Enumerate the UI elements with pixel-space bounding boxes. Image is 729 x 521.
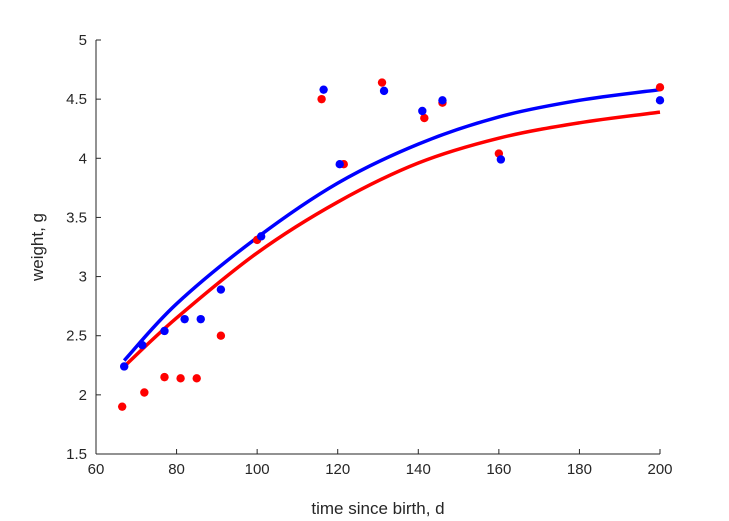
- x-tick-label: 160: [486, 461, 511, 478]
- fit-curve-series-1: [123, 110, 661, 368]
- data-point-series-2: [160, 326, 169, 336]
- y-tick-label: 2: [79, 387, 87, 404]
- data-point-series-1: [192, 374, 201, 383]
- data-point-series-1: [317, 94, 326, 104]
- y-tick-label: 4.5: [66, 91, 87, 108]
- data-point-series-2: [438, 96, 447, 105]
- y-axis-title: weight, g: [28, 213, 47, 282]
- y-tick-label: 3.5: [66, 209, 87, 226]
- y-axis-ticks: 1.5 2 2.5 3 3.5 4 4.5 5: [66, 32, 101, 463]
- fit-curve-series-2: [122, 87, 661, 362]
- data-point-series-2: [120, 362, 129, 371]
- data-point-series-2: [138, 340, 147, 350]
- data-point-series-2: [319, 85, 328, 94]
- data-point-series-1: [176, 374, 185, 383]
- y-tick-label: 2.5: [66, 328, 87, 345]
- y-tick-label: 4: [79, 150, 87, 167]
- data-point-series-2: [418, 106, 427, 116]
- data-point-series-2: [256, 232, 266, 241]
- data-point-series-1: [216, 331, 226, 340]
- data-point-series-2: [379, 86, 389, 96]
- data-point-series-1: [420, 113, 429, 123]
- y-tick-label: 1.5: [66, 446, 87, 463]
- x-tick-label: 100: [245, 461, 270, 478]
- x-axis-ticks: 60 80 100 120 140 160 180 200: [88, 449, 673, 478]
- data-point-series-2: [196, 314, 205, 324]
- data-point-series-1: [140, 388, 149, 397]
- data-point-series-2: [216, 285, 226, 294]
- y-tick-label: 3: [79, 269, 87, 286]
- data-point-series-1: [117, 402, 127, 411]
- x-tick-label: 200: [647, 461, 672, 478]
- data-point-series-1: [377, 78, 387, 87]
- data-point-series-2: [335, 160, 344, 169]
- x-tick-label: 180: [567, 461, 592, 478]
- data-point-series-1: [160, 372, 169, 382]
- axes: 60 80 100 120 140 160 180 200 1.5 2 2.5 3 3.5 4 4.5 5: [66, 32, 672, 478]
- data-point-series-2: [180, 314, 189, 324]
- x-tick-label: 120: [325, 461, 350, 478]
- data-point-series-1: [655, 83, 665, 92]
- data-point-series-2: [655, 96, 665, 105]
- x-axis-title: time since birth, d: [311, 499, 444, 518]
- data-point-series-2: [496, 155, 506, 164]
- data-points: [117, 78, 665, 411]
- x-tick-label: 60: [88, 461, 105, 478]
- y-tick-label: 5: [79, 32, 87, 49]
- x-tick-label: 80: [168, 461, 185, 478]
- fit-curves: [122, 87, 661, 368]
- x-tick-label: 140: [406, 461, 431, 478]
